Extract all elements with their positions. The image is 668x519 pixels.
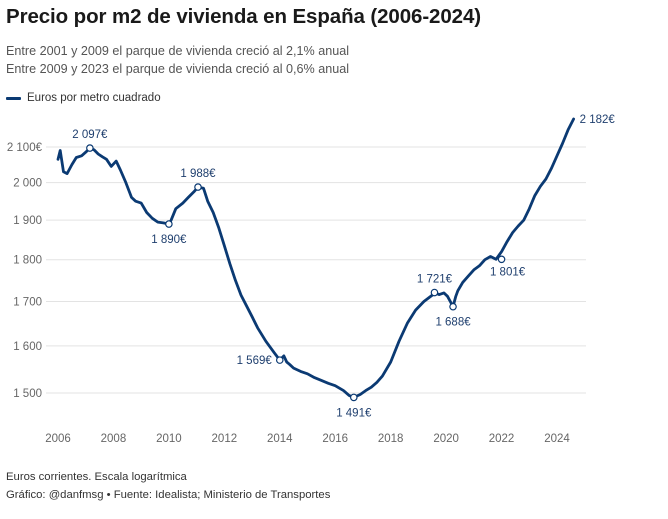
annotation-label: 2 182€	[580, 114, 616, 126]
annotation-marker	[275, 356, 284, 364]
annotation-label: 1 688€	[435, 317, 471, 329]
y-tick-label: 1 700	[13, 296, 42, 308]
x-tick-label: 2018	[378, 433, 404, 445]
annotation-label: 1 988€	[180, 168, 216, 180]
chart-legend: Euros por metro cuadrado	[6, 92, 161, 104]
x-tick-label: 2024	[544, 433, 570, 445]
annotation-label: 1 721€	[417, 274, 453, 286]
chart-subtitle-line-1: Entre 2001 y 2009 el parque de vivienda …	[6, 44, 350, 58]
chart-credit: Gráfico: @danfmsg • Fuente: Idealista; M…	[6, 489, 331, 501]
x-tick-label: 2012	[212, 433, 238, 445]
legend-label: Euros por metro cuadrado	[27, 92, 161, 104]
x-tick-label: 2020	[433, 433, 459, 445]
annotation-label: 1 801€	[490, 266, 526, 278]
y-tick-label: 1 600	[13, 341, 42, 353]
y-tick-label: 2 100€	[7, 142, 43, 154]
x-axis-ticks: 2006 2008 2010 2012 2014 2016 2018 2020 2022 2024	[45, 433, 570, 445]
annotation-label: 1 569€	[237, 355, 273, 367]
annotation-label: 2 097€	[72, 129, 108, 141]
x-tick-label: 2006	[45, 433, 71, 445]
annotation-marker	[430, 288, 439, 297]
annotation-marker	[349, 393, 358, 402]
annotation-marker	[86, 144, 94, 152]
y-tick-label: 1 800	[13, 255, 42, 267]
chart-title: Precio por m2 de vivienda en España (200…	[6, 5, 481, 28]
x-tick-label: 2016	[322, 433, 348, 445]
y-axis-ticks: 1 500 1 600 1 700 1 800 1 900 2 000 2 100€	[7, 142, 43, 400]
x-tick-label: 2010	[156, 433, 182, 445]
gridlines	[46, 146, 586, 394]
series-line-euros-m2	[56, 117, 575, 399]
annotation-labels: 2 097€ 1 890€ 1 988€ 1 569€ 1 491€ 1 721€ 1 68…	[71, 112, 617, 420]
annotation-marker	[449, 302, 457, 311]
annotation-marker	[194, 183, 202, 191]
annotation-label: 1 890€	[151, 234, 187, 246]
chart-footnote: Euros corrientes. Escala logarítmica	[6, 471, 187, 483]
chart-subtitle-line-2: Entre 2009 y 2023 el parque de vivienda …	[6, 62, 350, 76]
y-tick-label: 1 500	[13, 388, 42, 400]
y-tick-label: 1 900	[13, 215, 42, 227]
annotation-label: 1 491€	[336, 407, 372, 419]
annotation-marker	[497, 255, 506, 264]
x-tick-label: 2014	[267, 433, 293, 445]
annotation-markers	[86, 144, 506, 402]
x-tick-label: 2022	[489, 433, 515, 445]
annotation-marker	[165, 220, 173, 228]
legend-line-swatch	[6, 96, 21, 100]
y-tick-label: 2 000	[13, 178, 42, 190]
series-line-layer	[56, 117, 575, 399]
x-tick-label: 2008	[101, 433, 127, 445]
